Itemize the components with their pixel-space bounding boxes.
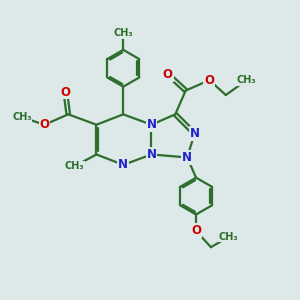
Text: N: N: [190, 127, 200, 140]
Text: CH₃: CH₃: [64, 161, 84, 171]
Text: N: N: [182, 151, 192, 164]
Text: O: O: [191, 224, 201, 237]
Text: CH₃: CH₃: [113, 28, 133, 38]
Text: N: N: [146, 118, 157, 131]
Text: N: N: [146, 148, 157, 161]
Text: N: N: [118, 158, 128, 171]
Text: O: O: [204, 74, 214, 87]
Text: O: O: [163, 68, 173, 81]
Text: CH₃: CH₃: [237, 75, 256, 85]
Text: CH₃: CH₃: [219, 232, 239, 242]
Text: O: O: [60, 85, 70, 98]
Text: CH₃: CH₃: [12, 112, 32, 122]
Text: O: O: [40, 118, 50, 131]
